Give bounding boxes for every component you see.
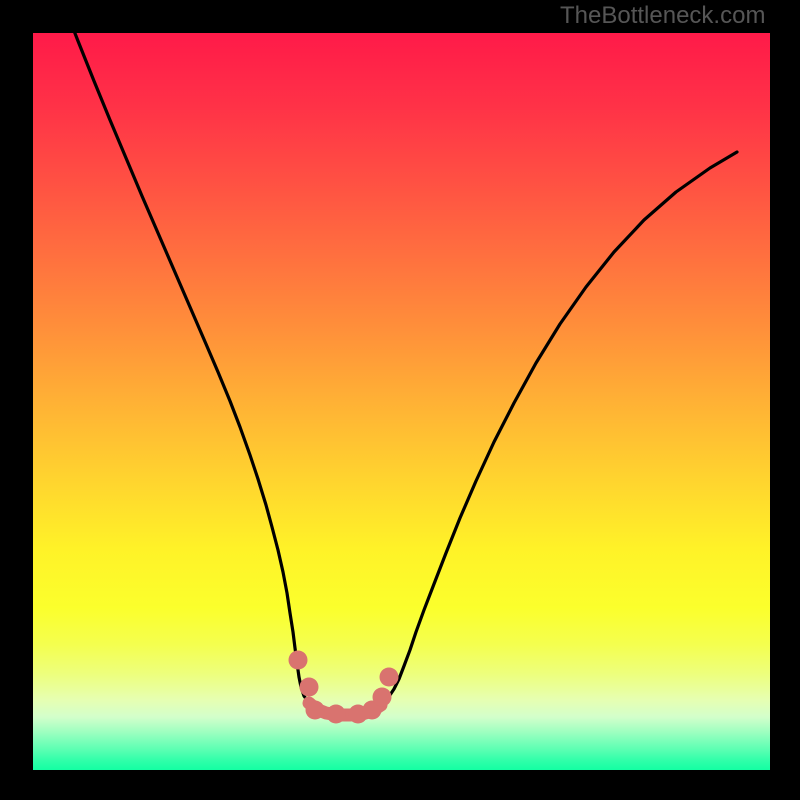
highlight-dot — [289, 651, 308, 670]
chart-svg — [33, 33, 770, 770]
highlight-dot — [327, 705, 346, 724]
highlight-dot — [300, 678, 319, 697]
highlight-dot — [306, 701, 325, 720]
highlight-dot — [380, 668, 399, 687]
chart-background — [33, 33, 770, 770]
chart-plot-area — [33, 33, 770, 770]
watermark-text: TheBottleneck.com — [560, 2, 765, 30]
highlight-dot — [373, 688, 392, 707]
